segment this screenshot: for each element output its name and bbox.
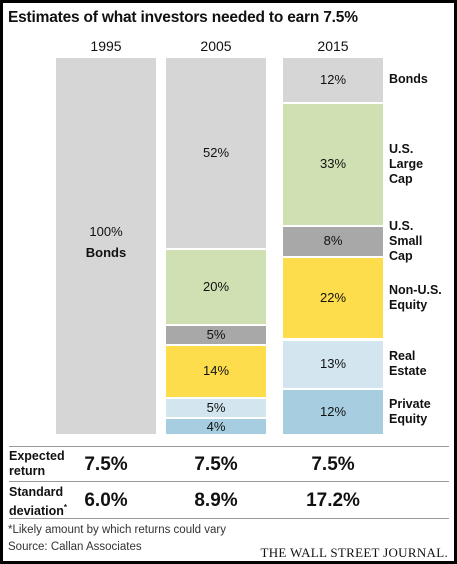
bar-segment-2005-private-equity xyxy=(166,419,266,434)
segment-label-2015-bonds: 12% xyxy=(319,71,347,87)
segment-label-2015-private-equity: 12% xyxy=(319,404,347,420)
chart-frame: Estimates of what investors needed to ea… xyxy=(3,3,454,561)
bar-segment-2015-u-s-large-cap xyxy=(283,103,383,225)
chart-title: Estimates of what investors needed to ea… xyxy=(8,9,358,26)
bar-segment-2015-u-s-small-cap xyxy=(283,226,383,256)
std-dev-2015: 17.2% xyxy=(306,490,360,511)
segment-label-1995-bonds: 100% Bonds xyxy=(85,224,127,260)
std-dev-label: Standard deviation* xyxy=(9,485,67,519)
divider-bottom xyxy=(9,518,449,519)
bar-segment-2005-non-u-s-equity xyxy=(166,345,266,398)
expected-return-label: Expected return xyxy=(9,449,65,478)
legend-label-private-equity: Private Equity xyxy=(389,397,431,427)
footnote: *Likely amount by which returns could va… xyxy=(8,524,226,536)
legend-label-u-s-small-cap: U.S. Small Cap xyxy=(389,218,423,263)
publisher-logo: THE WALL STREET JOURNAL. xyxy=(260,545,448,560)
segment-label-2005-u-s-small-cap: 5% xyxy=(206,326,226,342)
bar-segment-2015-real-estate xyxy=(283,340,383,389)
segment-label-2015-u-s-small-cap: 8% xyxy=(323,233,343,249)
source-note: Source: Callan Associates xyxy=(8,541,142,553)
segment-label-2005-real-estate: 5% xyxy=(206,400,226,416)
segment-label-2015-real-estate: 13% xyxy=(319,356,347,372)
segment-label-2005-u-s-large-cap: 20% xyxy=(202,278,230,294)
bar-segment-2015-bonds xyxy=(283,58,383,102)
std-dev-1995: 6.0% xyxy=(84,490,128,511)
bar-segment-2005-real-estate xyxy=(166,399,266,418)
legend-label-bonds: Bonds xyxy=(389,72,428,87)
segment-label-2015-u-s-large-cap: 33% xyxy=(319,156,347,172)
segment-label-2005-bonds: 52% xyxy=(202,145,230,161)
expected-return-2015: 7.5% xyxy=(311,454,355,475)
bar-segment-1995-bonds xyxy=(56,58,156,434)
bar-segment-2005-u-s-large-cap xyxy=(166,250,266,324)
bar-segment-2015-private-equity xyxy=(283,390,383,434)
year-label-1995: 1995 xyxy=(90,38,122,54)
expected-return-2005: 7.5% xyxy=(194,454,238,475)
legend-label-u-s-large-cap: U.S. Large Cap xyxy=(389,141,424,186)
segment-label-2005-private-equity: 4% xyxy=(206,418,226,434)
bar-segment-2005-bonds xyxy=(166,58,266,249)
year-label-2005: 2005 xyxy=(200,38,232,54)
year-label-2015: 2015 xyxy=(317,38,349,54)
expected-return-1995: 7.5% xyxy=(84,454,128,475)
segment-label-2005-non-u-s-equity: 14% xyxy=(202,363,230,379)
divider-top xyxy=(9,446,449,447)
bar-segment-2015-non-u-s-equity xyxy=(283,257,383,339)
legend-label-non-u-s-equity: Non-U.S. Equity xyxy=(389,283,442,313)
segment-label-2015-non-u-s-equity: 22% xyxy=(319,290,347,306)
bar-segment-2005-u-s-small-cap xyxy=(166,325,266,344)
std-dev-2005: 8.9% xyxy=(194,490,238,511)
divider-middle xyxy=(9,481,449,482)
legend-label-real-estate: Real Estate xyxy=(389,349,427,379)
